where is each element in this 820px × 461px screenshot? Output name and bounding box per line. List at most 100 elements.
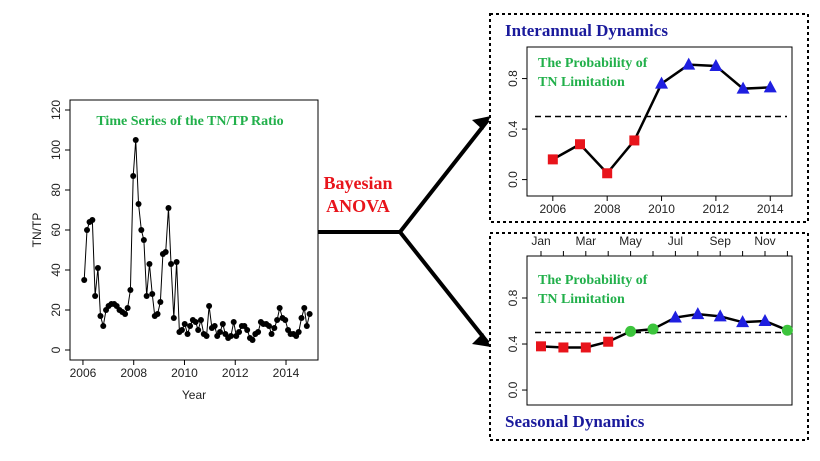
- x-tick-label: 2010: [648, 202, 675, 216]
- x-tick-label: 2012: [703, 202, 730, 216]
- chart-title: Seasonal Dynamics: [505, 412, 645, 431]
- y-tick-label: 100: [49, 140, 63, 160]
- marker: [154, 311, 161, 317]
- x-tick-label: Jan: [531, 234, 550, 248]
- x-tick-label: May: [619, 234, 642, 248]
- marker: [217, 329, 224, 335]
- marker: [547, 154, 558, 165]
- y-tick-label: 80: [49, 183, 63, 197]
- marker: [603, 336, 614, 347]
- panel-frame: [489, 13, 809, 223]
- x-tick-label: 2010: [171, 366, 198, 380]
- arrow-head: [472, 116, 491, 347]
- y-tick-label: 20: [49, 303, 63, 317]
- marker: [282, 317, 289, 323]
- marker: [255, 329, 262, 335]
- marker: [682, 57, 696, 70]
- marker: [763, 80, 777, 93]
- marker: [301, 305, 308, 311]
- marker: [211, 323, 218, 329]
- annotation: The Probability of: [538, 273, 648, 288]
- marker: [181, 321, 188, 327]
- y-tick-label: 40: [49, 263, 63, 277]
- marker: [206, 303, 213, 309]
- marker: [140, 237, 147, 243]
- marker: [781, 324, 793, 336]
- marker: [303, 323, 310, 329]
- marker: [157, 299, 164, 305]
- marker: [655, 76, 669, 89]
- y-tick-label: 0.0: [506, 381, 520, 398]
- y-tick-label: 120: [49, 100, 63, 120]
- marker: [580, 342, 591, 353]
- x-tick-label: 2008: [594, 202, 621, 216]
- x-tick-label: 2006: [70, 366, 97, 380]
- marker: [236, 329, 243, 335]
- marker: [165, 205, 172, 211]
- marker: [122, 311, 129, 317]
- x-tick-label: 2014: [273, 366, 300, 380]
- marker: [89, 217, 96, 223]
- marker: [130, 173, 137, 179]
- marker: [736, 315, 750, 328]
- marker: [124, 305, 131, 311]
- x-tick-label: 2006: [539, 202, 566, 216]
- marker: [227, 333, 234, 339]
- marker: [575, 139, 585, 150]
- plot-frame: [526, 46, 793, 197]
- marker: [558, 342, 569, 353]
- marker: [138, 227, 145, 233]
- marker: [94, 265, 101, 271]
- marker: [713, 309, 727, 322]
- marker: [192, 319, 199, 325]
- marker: [249, 337, 256, 343]
- y-tick-label: 0.0: [506, 171, 520, 188]
- connector-arrow: [318, 118, 490, 345]
- x-tick-label: Jul: [668, 234, 683, 248]
- x-tick-label: Sep: [710, 234, 732, 248]
- y-tick-label: 0.4: [506, 120, 520, 137]
- chart-title: Time Series of the TN/TP Ratio: [96, 114, 283, 129]
- marker: [230, 319, 237, 325]
- marker: [84, 227, 91, 233]
- annotation: The Probability of: [538, 56, 648, 71]
- y-tick-label: 0.4: [506, 335, 520, 352]
- x-tick-label: 2012: [222, 366, 249, 380]
- x-tick-label: Nov: [754, 234, 775, 248]
- x-tick-label: Mar: [575, 234, 596, 248]
- connector-label: Bayesian: [323, 173, 392, 193]
- marker: [100, 323, 107, 329]
- y-axis-label: TN/TP: [30, 213, 44, 248]
- marker: [81, 277, 88, 283]
- marker: [168, 261, 175, 267]
- marker: [143, 293, 150, 299]
- marker: [195, 327, 202, 333]
- marker: [602, 168, 613, 179]
- marker: [647, 323, 659, 335]
- marker: [162, 249, 169, 255]
- x-tick-label: 2014: [757, 202, 784, 216]
- marker: [173, 259, 180, 265]
- marker: [276, 305, 283, 311]
- annotation: TN Limitation: [538, 75, 625, 90]
- y-tick-label: 60: [49, 223, 63, 237]
- x-tick-label: 2008: [120, 366, 147, 380]
- annotation: TN Limitation: [538, 292, 625, 307]
- marker: [197, 317, 204, 323]
- marker: [709, 58, 723, 71]
- marker: [274, 317, 281, 323]
- marker: [268, 331, 275, 337]
- chart-title: Interannual Dynamics: [505, 21, 668, 40]
- y-tick-label: 0.8: [506, 70, 520, 87]
- x-axis-label: Year: [182, 388, 206, 402]
- y-tick-label: 0.8: [506, 289, 520, 306]
- marker: [203, 333, 210, 339]
- marker: [184, 331, 191, 337]
- marker: [295, 329, 302, 335]
- marker: [271, 325, 278, 331]
- marker: [625, 325, 637, 337]
- marker: [306, 311, 313, 317]
- marker: [536, 341, 546, 352]
- y-tick-label: 0: [49, 346, 63, 353]
